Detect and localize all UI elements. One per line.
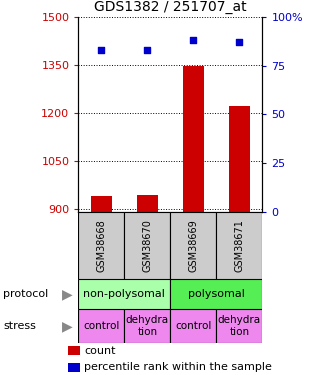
Text: control: control (83, 321, 120, 331)
Bar (137, 195, 158, 212)
Text: dehydra
tion: dehydra tion (218, 315, 261, 337)
Text: GSM38669: GSM38669 (188, 219, 198, 272)
Text: polysomal: polysomal (188, 290, 245, 299)
Point (99, 47, 104, 53)
Text: GSM38670: GSM38670 (142, 219, 152, 272)
Point (237, 39, 242, 45)
Bar (124, 309, 171, 343)
Bar (91, 196, 112, 212)
Bar (78, 279, 170, 309)
Point (145, 47, 150, 53)
Text: dehydra
tion: dehydra tion (126, 315, 169, 337)
Text: ▶: ▶ (62, 319, 73, 333)
Text: percentile rank within the sample: percentile rank within the sample (84, 362, 272, 372)
Bar (216, 309, 262, 343)
Bar (170, 309, 216, 343)
Bar (170, 212, 216, 279)
Text: GSM38671: GSM38671 (234, 219, 244, 272)
Text: non-polysomal: non-polysomal (84, 290, 165, 299)
Bar (229, 106, 250, 212)
Text: control: control (175, 321, 212, 331)
Bar (78, 212, 124, 279)
Text: GSM38668: GSM38668 (96, 219, 106, 272)
Text: count: count (84, 346, 116, 356)
Bar (68, 346, 80, 355)
Bar (183, 66, 204, 212)
Text: stress: stress (3, 321, 36, 331)
Bar (216, 212, 262, 279)
Title: GDS1382 / 251707_at: GDS1382 / 251707_at (94, 0, 247, 15)
Bar (124, 212, 171, 279)
Text: protocol: protocol (3, 290, 48, 299)
Point (191, 37, 196, 43)
Bar (78, 309, 124, 343)
Bar (170, 279, 262, 309)
Bar (68, 363, 80, 372)
Text: ▶: ▶ (62, 287, 73, 302)
